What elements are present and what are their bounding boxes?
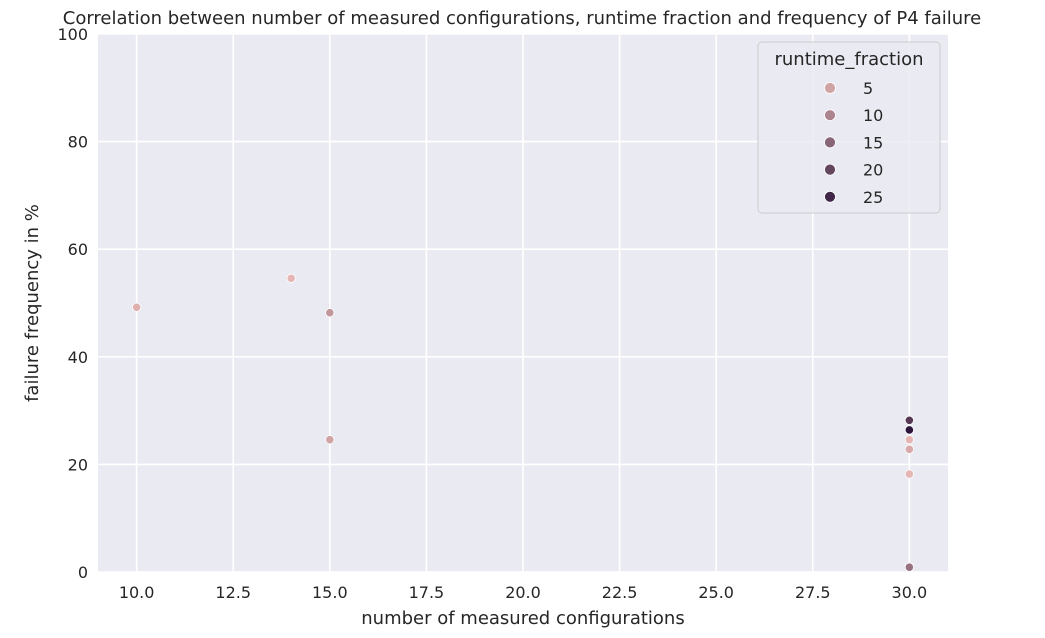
legend-marker — [824, 82, 836, 94]
chart-title: Correlation between number of measured c… — [63, 8, 981, 29]
data-point — [904, 562, 914, 572]
data-point — [904, 435, 914, 445]
tick-labels: 10.0 12.5 15.0 17.5 20.0 22.5 25.0 27.5 30.0 0 20 4… — [57, 25, 927, 602]
legend: runtime_fraction 5 10 15 20 25 — [757, 41, 941, 214]
x-tick-label: 30.0 — [892, 583, 928, 602]
data-points — [132, 273, 914, 572]
legend-box — [757, 41, 941, 214]
legend-label: 20 — [863, 161, 883, 180]
x-axis-label: number of measured configurations — [361, 608, 684, 629]
data-point — [325, 308, 335, 318]
legend-marker — [824, 190, 836, 203]
legend-label: 15 — [863, 133, 883, 152]
legend-marker — [824, 136, 836, 149]
x-tick-label: 17.5 — [409, 583, 445, 602]
data-point — [132, 302, 142, 312]
x-tick-label: 12.5 — [215, 583, 251, 602]
data-point — [286, 273, 296, 283]
legend-label: 10 — [863, 106, 883, 125]
y-tick-label: 100 — [57, 25, 88, 44]
x-tick-label: 25.0 — [698, 583, 734, 602]
legend-label: 5 — [863, 79, 873, 98]
legend-marker — [824, 109, 836, 122]
data-point — [904, 469, 914, 479]
y-tick-label: 60 — [68, 240, 88, 259]
x-tick-label: 10.0 — [119, 583, 155, 602]
data-point — [904, 444, 914, 454]
data-point — [904, 425, 914, 435]
y-axis-label: failure frequency in % — [22, 204, 43, 402]
x-tick-label: 15.0 — [312, 583, 348, 602]
y-tick-label: 20 — [68, 455, 88, 474]
legend-label: 25 — [863, 188, 883, 207]
x-tick-label: 22.5 — [602, 583, 638, 602]
data-point — [904, 415, 914, 425]
y-tick-label: 40 — [68, 348, 88, 367]
legend-title: runtime_fraction — [774, 49, 923, 70]
x-tick-label: 20.0 — [505, 583, 541, 602]
y-tick-label: 80 — [68, 133, 88, 152]
legend-marker — [824, 163, 836, 176]
legend-entries: 5 10 15 20 25 — [824, 79, 883, 207]
x-tick-label: 27.5 — [795, 583, 831, 602]
y-tick-label: 0 — [78, 563, 88, 582]
data-point — [325, 435, 335, 445]
